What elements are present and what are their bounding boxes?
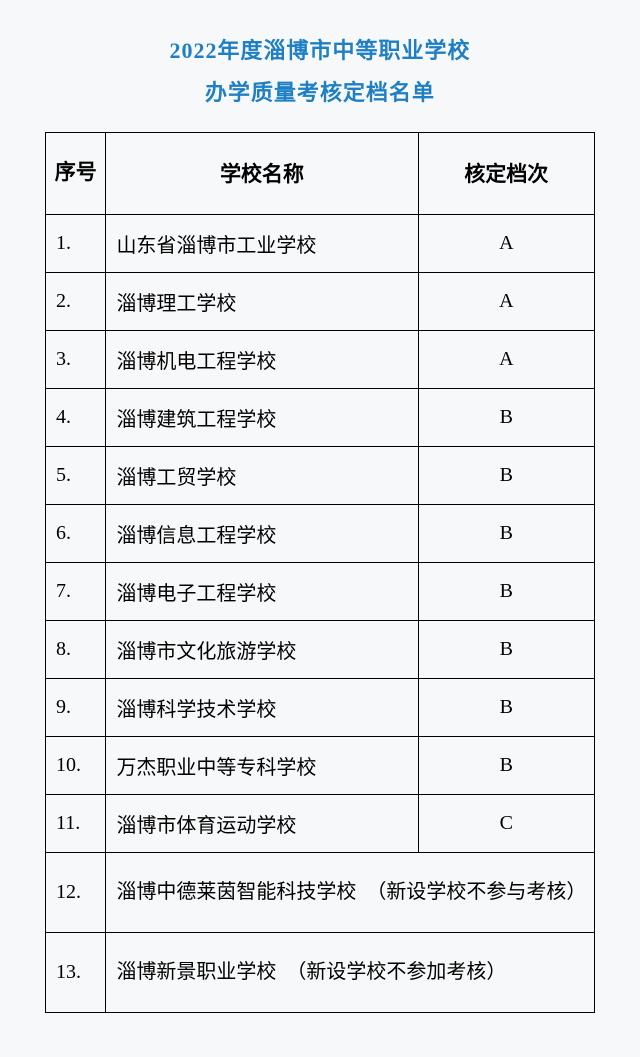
table-row: 7.淄博电子工程学校B [46,562,595,620]
table-header-row: 序号 学校名称 核定档次 [46,132,595,214]
seq-cell: 12. [46,852,106,932]
grade-cell: A [418,272,594,330]
header-name: 学校名称 [106,132,418,214]
document-title: 2022年度淄博市中等职业学校 办学质量考核定档名单 [45,30,595,114]
name-cell: 淄博市文化旅游学校 [106,620,418,678]
name-cell: 淄博工贸学校 [106,446,418,504]
grade-cell: A [418,330,594,388]
merged-cell: 淄博中德莱茵智能科技学校 （新设学校不参与考核） [106,852,595,932]
seq-cell: 9. [46,678,106,736]
name-cell: 淄博机电工程学校 [106,330,418,388]
title-line-1: 2022年度淄博市中等职业学校 [45,30,595,72]
table-row: 5.淄博工贸学校B [46,446,595,504]
table-row: 3.淄博机电工程学校A [46,330,595,388]
table-row: 4.淄博建筑工程学校B [46,388,595,446]
seq-cell: 11. [46,794,106,852]
seq-cell: 2. [46,272,106,330]
header-grade: 核定档次 [418,132,594,214]
grade-cell: C [418,794,594,852]
table-row: 11.淄博市体育运动学校C [46,794,595,852]
grade-cell: B [418,736,594,794]
seq-cell: 7. [46,562,106,620]
grade-cell: B [418,504,594,562]
grade-cell: B [418,678,594,736]
seq-cell: 10. [46,736,106,794]
grade-cell: B [418,388,594,446]
seq-cell: 3. [46,330,106,388]
table-row: 10.万杰职业中等专科学校B [46,736,595,794]
table-row: 2.淄博理工学校A [46,272,595,330]
seq-cell: 5. [46,446,106,504]
ranking-table: 序号 学校名称 核定档次 1.山东省淄博市工业学校A2.淄博理工学校A3.淄博机… [45,132,595,1013]
grade-cell: B [418,562,594,620]
table-row: 9.淄博科学技术学校B [46,678,595,736]
name-cell: 山东省淄博市工业学校 [106,214,418,272]
title-line-2: 办学质量考核定档名单 [45,72,595,114]
name-cell: 淄博建筑工程学校 [106,388,418,446]
name-cell: 淄博市体育运动学校 [106,794,418,852]
table-row-merged: 12.淄博中德莱茵智能科技学校 （新设学校不参与考核） [46,852,595,932]
grade-cell: B [418,620,594,678]
name-cell: 淄博信息工程学校 [106,504,418,562]
seq-cell: 6. [46,504,106,562]
header-seq: 序号 [46,132,106,214]
merged-cell: 淄博新景职业学校 （新设学校不参加考核） [106,932,595,1012]
table-row-merged: 13.淄博新景职业学校 （新设学校不参加考核） [46,932,595,1012]
table-row: 1.山东省淄博市工业学校A [46,214,595,272]
table-row: 8.淄博市文化旅游学校B [46,620,595,678]
name-cell: 淄博电子工程学校 [106,562,418,620]
name-cell: 淄博科学技术学校 [106,678,418,736]
grade-cell: B [418,446,594,504]
seq-cell: 13. [46,932,106,1012]
name-cell: 淄博理工学校 [106,272,418,330]
name-cell: 万杰职业中等专科学校 [106,736,418,794]
grade-cell: A [418,214,594,272]
seq-cell: 4. [46,388,106,446]
seq-cell: 8. [46,620,106,678]
seq-cell: 1. [46,214,106,272]
table-row: 6.淄博信息工程学校B [46,504,595,562]
